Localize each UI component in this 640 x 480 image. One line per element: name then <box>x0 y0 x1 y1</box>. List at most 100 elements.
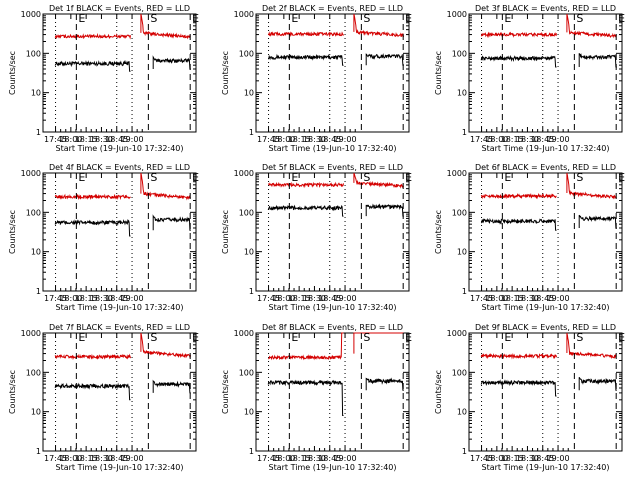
plot-frame <box>42 13 197 133</box>
x-tick-label: 18:30 <box>516 135 539 144</box>
x-tick-label: 18:45 <box>105 135 128 144</box>
y-tick-label: 100 <box>26 49 41 58</box>
y-tick-label: 1 <box>36 128 41 137</box>
x-axis-label: Start Time (19-Jun-10 17:32:40) <box>56 463 184 472</box>
x-tick-label: 18:15 <box>501 135 524 144</box>
events-series-line <box>54 382 131 401</box>
events-series-line <box>480 379 557 397</box>
events-series-line <box>365 203 404 217</box>
x-axis-label: Start Time (19-Jun-10 17:32:40) <box>482 463 610 472</box>
x-tick-label: 18:00 <box>485 294 508 303</box>
x-tick-label: 19:00 <box>334 294 357 303</box>
marker-label: E <box>291 171 298 184</box>
y-axis-label: Counts/sec <box>221 51 230 95</box>
events-series-line <box>365 377 404 391</box>
plot-frame <box>468 13 623 133</box>
panel-title: Det 5f BLACK = Events, RED = LLD <box>262 163 403 172</box>
x-axis-label: Start Time (19-Jun-10 17:32:40) <box>56 144 184 153</box>
x-tick-label: 18:15 <box>501 294 524 303</box>
marker-label: E <box>78 171 85 184</box>
plot-frame <box>42 332 197 452</box>
x-tick-label: 18:45 <box>318 454 341 463</box>
events-series-line <box>267 204 344 217</box>
events-series-line <box>578 214 617 229</box>
lld-series-line <box>140 13 191 40</box>
x-tick-label: 17:45 <box>470 294 493 303</box>
x-tick-label: 17:45 <box>257 294 280 303</box>
x-tick-label: 18:15 <box>501 454 524 463</box>
lld-series-line <box>480 192 557 200</box>
marker-label: E <box>291 331 298 344</box>
x-tick-label: 19:00 <box>121 454 144 463</box>
x-tick-label: 18:15 <box>288 294 311 303</box>
events-series-line <box>54 218 131 237</box>
marker-label: S <box>576 171 583 184</box>
plot-frame <box>468 172 623 292</box>
y-tick-label: 1000 <box>21 10 41 19</box>
y-axis-label: Counts/sec <box>8 51 17 95</box>
panel-9: Det 9f BLACK = Events, RED = LLD 1 10 100 10… <box>434 323 625 472</box>
y-tick-label: 1 <box>249 128 254 137</box>
x-axis-label: Start Time (19-Jun-10 17:32:40) <box>269 303 397 312</box>
x-tick-label: 19:00 <box>334 135 357 144</box>
x-tick-label: 18:30 <box>90 454 113 463</box>
x-tick-label: 18:00 <box>272 454 295 463</box>
marker-label: E <box>192 171 199 184</box>
marker-label: S <box>363 12 370 25</box>
panel-3: Det 3f BLACK = Events, RED = LLD 1 10 100 10… <box>434 4 625 153</box>
x-tick-label: 17:45 <box>44 454 67 463</box>
panel-title: Det 2f BLACK = Events, RED = LLD <box>262 4 403 13</box>
lld-series-line <box>54 353 131 361</box>
x-tick-label: 18:00 <box>59 454 82 463</box>
y-tick-label: 100 <box>452 208 467 217</box>
y-tick-label: 1000 <box>447 169 467 178</box>
marker-label: S <box>150 171 157 184</box>
y-tick-label: 1000 <box>234 329 254 338</box>
y-tick-label: 1 <box>249 447 254 456</box>
y-tick-label: 100 <box>452 49 467 58</box>
x-tick-label: 18:15 <box>288 135 311 144</box>
y-tick-label: 10 <box>31 408 41 417</box>
y-tick-label: 1000 <box>447 10 467 19</box>
y-tick-label: 10 <box>457 248 467 257</box>
marker-label: E <box>504 171 511 184</box>
panel-7: Det 7f BLACK = Events, RED = LLD 1 10 100 10… <box>8 323 199 472</box>
y-tick-label: 100 <box>239 208 254 217</box>
y-tick-label: 1 <box>249 287 254 296</box>
events-series-line <box>152 379 191 394</box>
y-tick-label: 1000 <box>234 10 254 19</box>
y-tick-label: 10 <box>457 408 467 417</box>
y-tick-label: 10 <box>244 408 254 417</box>
panel-title: Det 9f BLACK = Events, RED = LLD <box>475 323 616 332</box>
lld-series-line <box>480 352 557 360</box>
lld-series-line <box>480 31 557 39</box>
x-tick-label: 17:45 <box>257 454 280 463</box>
y-axis-label: Counts/sec <box>8 370 17 414</box>
marker-label: E <box>618 12 625 25</box>
x-tick-label: 17:45 <box>470 454 493 463</box>
x-tick-label: 19:00 <box>334 454 357 463</box>
x-tick-label: 18:30 <box>303 294 326 303</box>
marker-label: E <box>78 12 85 25</box>
x-tick-label: 17:45 <box>44 135 67 144</box>
events-series-line <box>365 53 404 66</box>
marker-label: E <box>192 12 199 25</box>
panel-title: Det 1f BLACK = Events, RED = LLD <box>49 4 190 13</box>
y-tick-label: 1 <box>462 128 467 137</box>
panel-1: Det 1f BLACK = Events, RED = LLD 1 10 100 10… <box>8 4 199 153</box>
marker-label: E <box>618 331 625 344</box>
x-tick-label: 18:30 <box>303 454 326 463</box>
plot-frame <box>468 332 623 452</box>
y-tick-label: 1000 <box>234 169 254 178</box>
y-tick-label: 1000 <box>21 169 41 178</box>
x-tick-label: 18:15 <box>75 135 98 144</box>
x-tick-label: 17:45 <box>44 294 67 303</box>
panel-title: Det 4f BLACK = Events, RED = LLD <box>49 163 190 172</box>
x-tick-label: 17:45 <box>257 135 280 144</box>
x-tick-label: 19:00 <box>547 454 570 463</box>
x-tick-label: 19:00 <box>547 294 570 303</box>
panel-title: Det 8f BLACK = Events, RED = LLD <box>262 323 403 332</box>
y-tick-label: 10 <box>244 248 254 257</box>
marker-label: S <box>363 331 370 344</box>
